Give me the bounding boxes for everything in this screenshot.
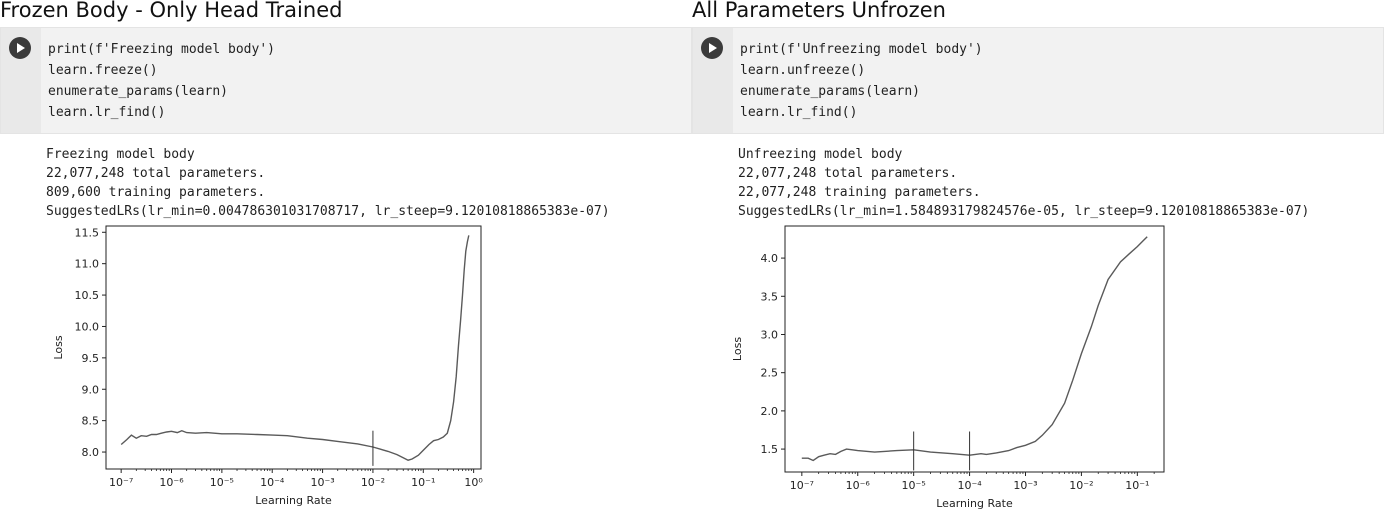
output-line: SuggestedLRs(lr_min=0.004786301031708717… [46, 204, 610, 219]
loss-curve-line [801, 236, 1148, 462]
play-circle-icon [17, 43, 25, 53]
x-tick-label: 10⁻² [1069, 479, 1093, 492]
plot-frame [784, 225, 1165, 473]
code-line: print(f'Freezing model body') [48, 42, 275, 57]
x-axis-label: Learning Rate [936, 497, 1013, 510]
panel-unfrozen: All Parameters Unfrozen print(f'Unfreezi… [692, 0, 1392, 521]
x-tick-label: 10⁰ [464, 476, 483, 489]
y-tick-label: 10.0 [75, 320, 100, 333]
output-line: Freezing model body [46, 147, 195, 162]
cell-output: Freezing model body 22,077,248 total para… [46, 145, 610, 221]
code-line: learn.freeze() [48, 63, 158, 78]
output-line: SuggestedLRs(lr_min=1.584893179824576e-0… [738, 204, 1310, 219]
x-tick-label: 10⁻⁶ [846, 479, 871, 492]
plot-frame [105, 225, 482, 470]
run-cell-button[interactable] [701, 37, 723, 59]
play-circle-icon [709, 43, 717, 53]
y-tick-label: 3.0 [761, 328, 779, 341]
run-gutter [1, 28, 41, 133]
run-cell-button[interactable] [9, 37, 31, 59]
code-cell[interactable]: print(f'Unfreezing model body') learn.unf… [692, 27, 1384, 134]
output-line: 22,077,248 training parameters. [738, 185, 981, 200]
y-tick-label: 10.5 [75, 289, 100, 302]
x-tick-label: 10⁻¹ [411, 476, 435, 489]
x-tick-label: 10⁻⁵ [902, 479, 926, 492]
y-axis-label: Loss [731, 337, 744, 361]
panel-title: All Parameters Unfrozen [692, 0, 946, 22]
code-line: enumerate_params(learn) [48, 84, 229, 99]
y-tick-label: 8.5 [82, 415, 100, 428]
output-line: 809,600 training parameters. [46, 185, 266, 200]
x-tick-label: 10⁻⁷ [109, 476, 133, 489]
code-line: print(f'Unfreezing model body') [740, 42, 983, 57]
x-tick-label: 10⁻⁷ [790, 479, 814, 492]
lr-find-chart: 10⁻⁷ 10⁻⁶ 10⁻⁵ 10⁻⁴ 10⁻³ 10⁻² 10⁻¹ 1.5 2.0 2.5 3.0… [731, 225, 1165, 510]
y-tick-label: 9.0 [82, 383, 100, 396]
x-axis-label: Learning Rate [255, 494, 332, 507]
y-tick-label: 1.5 [761, 443, 779, 456]
cell-output: Unfreezing model body 22,077,248 total pa… [738, 145, 1309, 221]
y-tick-label: 11.5 [75, 226, 100, 239]
code-editor[interactable]: print(f'Freezing model body') learn.freez… [48, 39, 275, 123]
output-line: 22,077,248 total parameters. [738, 166, 958, 181]
loss-curve-line [120, 235, 470, 461]
y-axis-label: Loss [52, 335, 65, 359]
x-tick-label: 10⁻¹ [1125, 479, 1149, 492]
x-tick-label: 10⁻⁵ [210, 476, 234, 489]
panel-title: Frozen Body - Only Head Trained [0, 0, 343, 22]
x-tick-label: 10⁻² [361, 476, 385, 489]
y-tick-label: 3.5 [761, 290, 779, 303]
code-line: learn.lr_find() [740, 105, 858, 120]
y-tick-label: 9.5 [82, 352, 100, 365]
x-tick-label: 10⁻³ [310, 476, 334, 489]
output-line: Unfreezing model body [738, 147, 903, 162]
panel-frozen: Frozen Body - Only Head Trained print(f'… [0, 0, 692, 507]
lr-find-chart: 10⁻⁷ 10⁻⁶ 10⁻⁵ 10⁻⁴ 10⁻³ 10⁻² 10⁻¹ 10⁰ 8.0 8.5 9.0… [52, 225, 483, 507]
y-tick-label: 8.0 [82, 446, 100, 459]
y-tick-label: 2.0 [761, 405, 779, 418]
x-tick-label: 10⁻⁶ [159, 476, 184, 489]
code-line: learn.unfreeze() [740, 63, 866, 78]
y-tick-label: 4.0 [761, 252, 779, 265]
code-editor[interactable]: print(f'Unfreezing model body') learn.unf… [740, 39, 983, 123]
x-tick-label: 10⁻³ [1013, 479, 1037, 492]
run-gutter [693, 28, 733, 133]
code-line: enumerate_params(learn) [740, 84, 921, 99]
y-tick-label: 2.5 [761, 367, 779, 380]
code-cell[interactable]: print(f'Freezing model body') learn.freez… [0, 27, 692, 134]
x-tick-label: 10⁻⁴ [260, 476, 285, 489]
y-tick-label: 11.0 [75, 258, 100, 271]
output-line: 22,077,248 total parameters. [46, 166, 266, 181]
code-line: learn.lr_find() [48, 105, 166, 120]
x-tick-label: 10⁻⁴ [957, 479, 982, 492]
